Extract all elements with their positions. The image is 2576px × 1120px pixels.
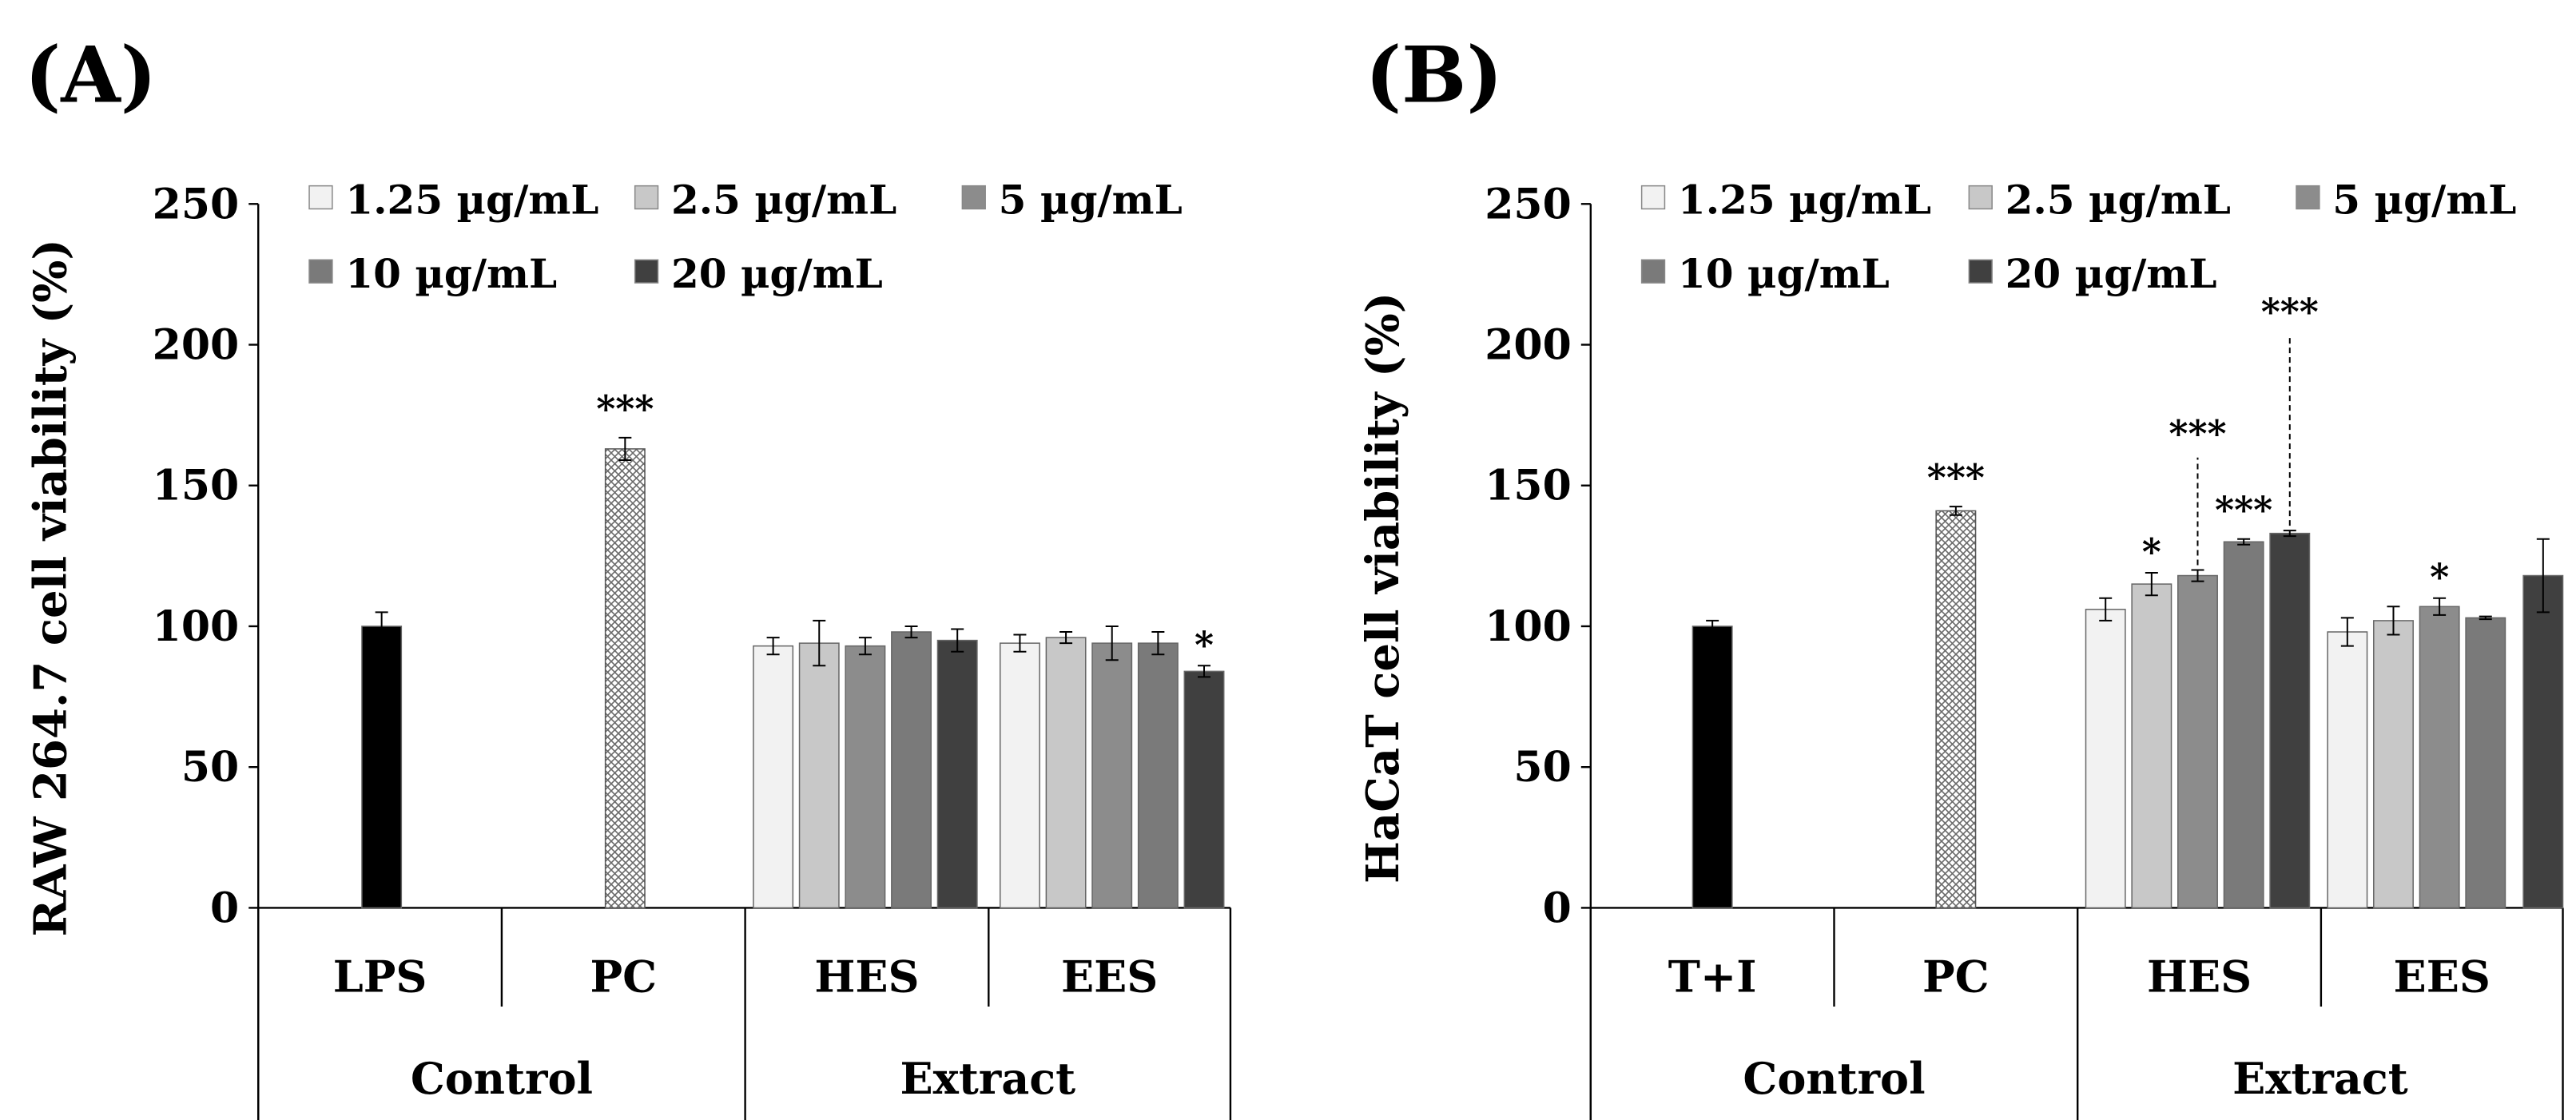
legend-swatch xyxy=(634,259,659,284)
legend-swatch xyxy=(1640,259,1666,284)
bar xyxy=(798,642,840,909)
category-label: PC xyxy=(1922,951,1990,1002)
category-label: LPS xyxy=(333,951,427,1002)
bar xyxy=(2373,620,2414,909)
legend-label: 10 µg/mL xyxy=(1678,250,1890,297)
group-label: Control xyxy=(411,1053,593,1104)
category-label: HES xyxy=(2147,951,2252,1002)
significance-marker: *** xyxy=(1927,456,1985,499)
bar xyxy=(1691,626,1733,909)
bar xyxy=(604,448,646,909)
y-tick-label: 150 xyxy=(153,462,240,510)
legend-label: 1.25 µg/mL xyxy=(345,177,598,224)
significance-marker: * xyxy=(1195,623,1214,666)
bar xyxy=(2177,574,2218,909)
group-label: Control xyxy=(1743,1053,1925,1104)
legend-label: 5 µg/mL xyxy=(2332,177,2516,224)
y-tick-label: 100 xyxy=(1485,602,1572,651)
bar xyxy=(1183,670,1225,909)
y-tick-label: 250 xyxy=(153,180,240,228)
legend-label: 10 µg/mL xyxy=(345,250,557,297)
legend-swatch xyxy=(1968,259,1993,284)
category-label: EES xyxy=(2394,951,2491,1002)
bar xyxy=(2522,574,2564,909)
bar xyxy=(2269,532,2311,909)
y-tick-label: 50 xyxy=(181,743,239,792)
legend-label: 20 µg/mL xyxy=(671,250,883,297)
legend-swatch xyxy=(634,185,659,210)
panel-label: (A) xyxy=(25,30,157,121)
bar xyxy=(1935,510,1977,909)
bar xyxy=(2419,606,2460,909)
legend-swatch xyxy=(2296,185,2320,210)
panel-a: (A) 0 50 100 150 200 250 RAW 264.7 cell viabili… xyxy=(24,30,1232,1120)
legend-swatch xyxy=(1968,185,1993,210)
legend-swatch xyxy=(308,259,333,284)
bar xyxy=(1137,642,1179,909)
y-tick-label: 250 xyxy=(1485,180,1572,228)
panel-b: (B) 0 50 100 150 200 250 HaCaT cell viability (… xyxy=(1357,30,2564,1120)
bar xyxy=(2327,631,2368,909)
bar xyxy=(999,642,1040,909)
legend-swatch xyxy=(1640,185,1666,210)
bar xyxy=(2465,617,2506,909)
bar xyxy=(753,645,794,909)
legend-label: 20 µg/mL xyxy=(2006,250,2217,297)
significance-marker: *** xyxy=(2169,412,2226,455)
y-tick-label: 150 xyxy=(1485,462,1572,510)
y-tick-label: 200 xyxy=(1485,321,1572,370)
category-label: HES xyxy=(814,951,919,1002)
group-label: Extract xyxy=(900,1053,1075,1104)
bar xyxy=(2131,583,2173,909)
legend-swatch xyxy=(961,185,986,210)
significance-marker: * xyxy=(2430,556,2449,599)
bar xyxy=(361,626,403,909)
significance-marker: *** xyxy=(2261,290,2319,333)
panel-label: (B) xyxy=(1366,30,1503,121)
y-tick-label: 0 xyxy=(210,884,239,932)
bar xyxy=(936,639,978,909)
y-tick-label: 100 xyxy=(153,602,240,651)
category-label: PC xyxy=(590,951,657,1002)
bar xyxy=(2085,609,2126,909)
bar xyxy=(1091,642,1133,909)
y-axis-title: RAW 264.7 cell viability (%) xyxy=(24,239,77,936)
legend-label: 2.5 µg/mL xyxy=(671,177,896,224)
category-label: EES xyxy=(1061,951,1158,1002)
legend-label: 5 µg/mL xyxy=(999,177,1183,224)
bar xyxy=(891,631,932,909)
bar xyxy=(1045,637,1087,909)
legend-label: 2.5 µg/mL xyxy=(2006,177,2231,224)
bar xyxy=(845,645,886,909)
group-label: Extract xyxy=(2232,1053,2408,1104)
y-tick-label: 50 xyxy=(1513,743,1571,792)
y-tick-label: 0 xyxy=(1543,884,1572,932)
y-tick-label: 200 xyxy=(153,321,240,370)
legend-label: 1.25 µg/mL xyxy=(1678,177,1931,224)
significance-marker: * xyxy=(2142,530,2161,574)
significance-marker: *** xyxy=(596,387,654,431)
category-label: T+I xyxy=(1668,951,1757,1002)
significance-marker: *** xyxy=(2215,489,2272,532)
legend-swatch xyxy=(308,185,333,210)
bar xyxy=(2223,541,2264,909)
y-axis-title: HaCaT cell viability (%) xyxy=(1357,292,1409,884)
